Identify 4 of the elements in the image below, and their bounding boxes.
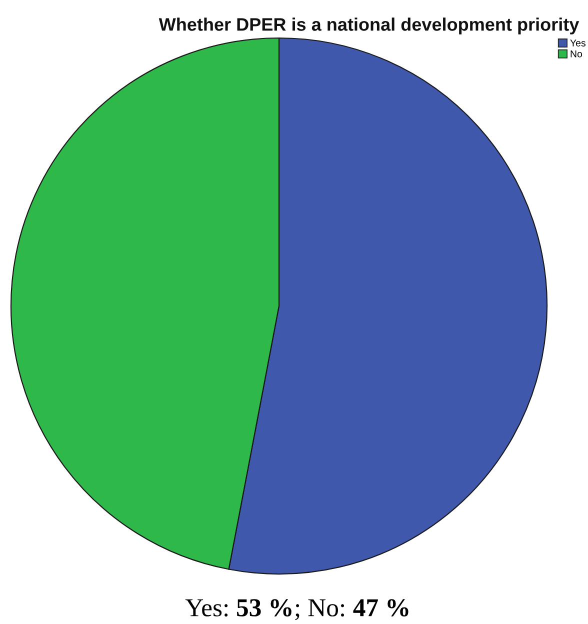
legend-label: No [570,50,582,58]
text: Yes: 53 %; No: 47 % [185,599,408,620]
chart-title: Whether DPER is a national development priority [158,18,580,34]
legend-label: Yes [570,40,586,46]
